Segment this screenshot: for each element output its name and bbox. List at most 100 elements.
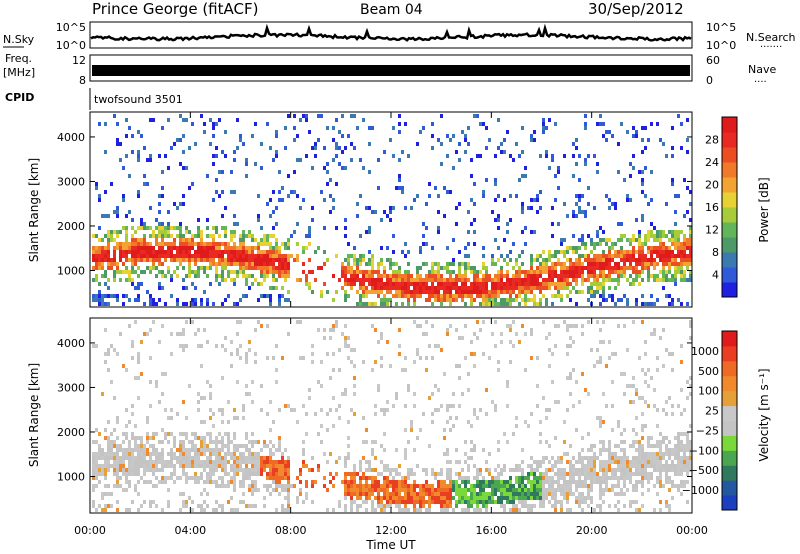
- power-cell: [677, 266, 680, 270]
- power-cell: [383, 282, 386, 286]
- power-cell: [464, 302, 467, 306]
- velocity-cell: [131, 436, 134, 440]
- velocity-cell: [446, 404, 449, 408]
- power-cell: [359, 294, 362, 298]
- velocity-cell: [203, 396, 206, 400]
- velocity-cell: [386, 500, 389, 504]
- power-cell: [335, 142, 338, 146]
- power-cell: [116, 230, 119, 234]
- velocity-cell: [140, 476, 143, 480]
- velocity-cell: [449, 504, 452, 508]
- power-cell: [626, 238, 629, 242]
- power-cell: [179, 234, 182, 238]
- velocity-cell: [254, 480, 257, 484]
- velocity-cell: [227, 472, 230, 476]
- power-cell: [95, 234, 98, 238]
- power-cell: [515, 298, 518, 302]
- power-cell: [449, 138, 452, 142]
- power-cell: [599, 262, 602, 266]
- power-cell: [407, 278, 410, 282]
- power-cell: [557, 250, 560, 254]
- power-cell: [677, 238, 680, 242]
- power-cell: [95, 274, 98, 278]
- velocity-cell: [599, 464, 602, 468]
- velocity-cell: [653, 452, 656, 456]
- velocity-cell: [557, 400, 560, 404]
- power-cell: [239, 266, 242, 270]
- velocity-cell: [125, 424, 128, 428]
- power-cell: [137, 158, 140, 162]
- power-colorbar-swatch: [722, 237, 737, 253]
- velocity-cell: [560, 504, 563, 508]
- power-cell: [671, 230, 674, 234]
- power-cell: [479, 290, 482, 294]
- velocity-cell: [200, 452, 203, 456]
- power-cell: [626, 130, 629, 134]
- power-cell: [428, 182, 431, 186]
- power-cell: [290, 234, 293, 238]
- velocity-cell: [611, 404, 614, 408]
- power-cell: [179, 202, 182, 206]
- power-cell: [242, 254, 245, 258]
- power-cell: [221, 170, 224, 174]
- power-cell: [152, 266, 155, 270]
- velocity-cell: [401, 488, 404, 492]
- power-cell: [464, 290, 467, 294]
- power-cell: [239, 254, 242, 258]
- velocity-cell: [386, 408, 389, 412]
- power-cell: [146, 226, 149, 230]
- power-cell: [461, 278, 464, 282]
- velocity-cell: [632, 428, 635, 432]
- velocity-cell: [251, 452, 254, 456]
- power-cell: [476, 290, 479, 294]
- power-cell: [272, 270, 275, 274]
- power-cell: [188, 238, 191, 242]
- velocity-cell: [602, 492, 605, 496]
- power-cell: [647, 234, 650, 238]
- velocity-cell: [278, 460, 281, 464]
- velocity-cell: [416, 352, 419, 356]
- velocity-cell: [176, 460, 179, 464]
- power-cell: [545, 258, 548, 262]
- power-cell: [569, 274, 572, 278]
- velocity-cell: [623, 468, 626, 472]
- power-cell: [458, 262, 461, 266]
- power-cell: [314, 146, 317, 150]
- power-cell: [650, 122, 653, 126]
- velocity-cell: [476, 472, 479, 476]
- velocity-cell: [575, 324, 578, 328]
- power-cell: [365, 230, 368, 234]
- velocity-cell: [284, 448, 287, 452]
- velocity-cell: [305, 432, 308, 436]
- velocity-cell: [314, 412, 317, 416]
- power-cell: [203, 266, 206, 270]
- power-cell: [506, 298, 509, 302]
- velocity-cell: [320, 360, 323, 364]
- power-cell: [227, 258, 230, 262]
- power-cell: [605, 254, 608, 258]
- power-cell: [539, 290, 542, 294]
- power-cell: [683, 278, 686, 282]
- power-cell: [647, 230, 650, 234]
- power-colorbar-swatch: [722, 207, 737, 223]
- power-cell: [536, 302, 539, 306]
- power-cell: [401, 290, 404, 294]
- power-cell: [119, 230, 122, 234]
- power-cell: [182, 194, 185, 198]
- velocity-cell: [599, 492, 602, 496]
- velocity-cell: [668, 448, 671, 452]
- velocity-cell: [383, 408, 386, 412]
- power-cell: [449, 298, 452, 302]
- power-cell: [536, 278, 539, 282]
- power-cell: [254, 258, 257, 262]
- power-cell: [581, 278, 584, 282]
- power-cell: [494, 178, 497, 182]
- power-cell: [524, 298, 527, 302]
- power-cell: [152, 246, 155, 250]
- velocity-cell: [548, 348, 551, 352]
- velocity-cell: [401, 484, 404, 488]
- velocity-cell: [395, 448, 398, 452]
- power-cell: [620, 250, 623, 254]
- velocity-cell: [620, 492, 623, 496]
- velocity-cell: [272, 460, 275, 464]
